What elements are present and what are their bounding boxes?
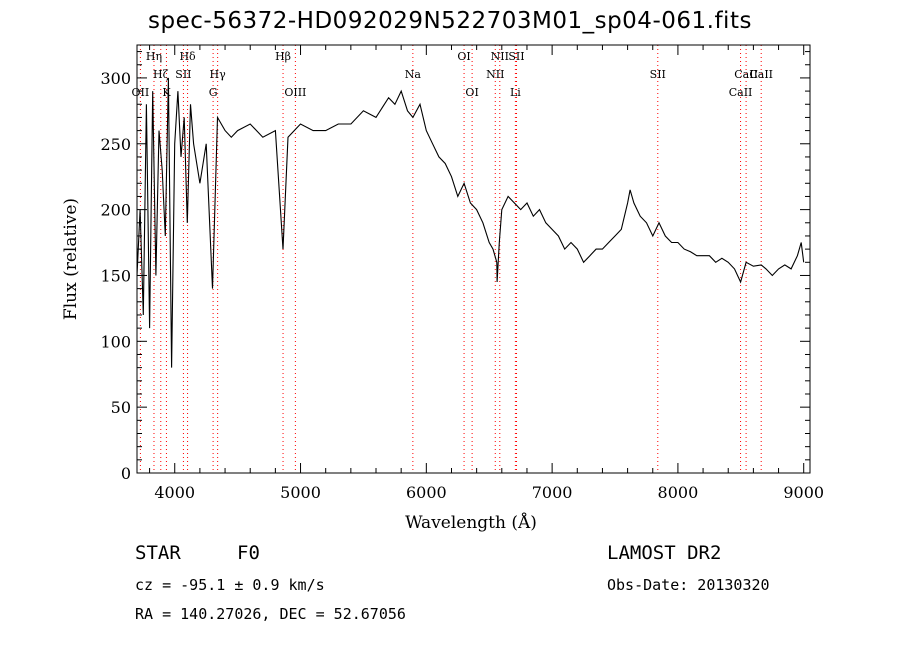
line-label: SII (508, 50, 524, 63)
x-axis: 4000 5000 6000 7000 8000 9000 (149, 45, 824, 502)
line-label: K (162, 86, 171, 99)
line-label: CaII (749, 68, 773, 81)
x-tick-label: 4000 (154, 483, 195, 502)
y-tick-label: 0 (121, 464, 131, 483)
x-tick-label: 9000 (783, 483, 824, 502)
chart-title: spec-56372-HD092029N522703M01_sp04-061.f… (148, 8, 752, 34)
x-tick-label: 7000 (532, 483, 573, 502)
line-label: Hη (146, 50, 162, 63)
line-label: NII (491, 50, 509, 63)
line-label: CaII (734, 68, 758, 81)
y-tick-label: 50 (111, 398, 131, 417)
x-tick-label: 8000 (658, 483, 699, 502)
y-axis-label: Flux (relative) (61, 198, 81, 320)
line-label: Hβ (275, 50, 291, 63)
line-label: OI (465, 86, 478, 99)
line-label: G (209, 86, 218, 99)
redshift-info: cz = -95.1 ± 0.9 km/s (135, 576, 325, 594)
x-axis-label: Wavelength (Å) (405, 512, 537, 533)
line-label: Hζ (153, 68, 169, 81)
x-tick-label: 6000 (406, 483, 447, 502)
line-label: Li (510, 86, 521, 99)
coordinates: RA = 140.27026, DEC = 52.67056 (135, 605, 406, 623)
spectrum-line (136, 77, 805, 368)
line-label: Na (405, 68, 422, 81)
y-tick-label: 250 (100, 135, 131, 154)
line-label: OII (132, 86, 150, 99)
line-label: Hγ (210, 68, 227, 81)
line-label: NII (486, 68, 504, 81)
spectral-class: F0 (237, 542, 260, 564)
line-label: CaII (729, 86, 753, 99)
x-tick-label: 5000 (280, 483, 321, 502)
y-tick-label: 150 (100, 266, 131, 285)
plot-frame (136, 44, 811, 474)
object-type: STAR (135, 542, 181, 564)
line-label: SII (175, 68, 191, 81)
y-tick-label: 300 (100, 69, 131, 88)
line-markers (139, 45, 762, 473)
y-tick-label: 200 (100, 201, 131, 220)
survey-name: LAMOST DR2 (607, 542, 722, 564)
line-label: OIII (284, 86, 306, 99)
line-label: SII (650, 68, 666, 81)
obs-date: Obs-Date: 20130320 (607, 576, 770, 594)
y-tick-label: 100 (100, 332, 131, 351)
y-axis: 0 50 100 150 200 250 300 (100, 51, 810, 483)
line-label: OI (457, 50, 470, 63)
line-label: Hδ (179, 50, 196, 63)
